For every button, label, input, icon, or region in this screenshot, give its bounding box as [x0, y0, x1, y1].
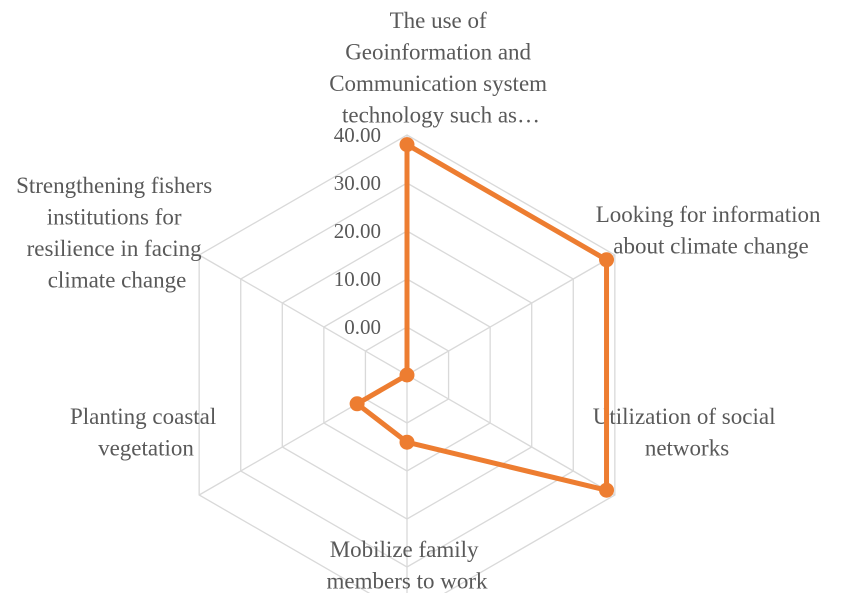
tick-label-40: 40.00	[334, 123, 381, 147]
category-label-fishers-institutions: Strengthening fishers institutions for r…	[16, 173, 218, 293]
spoke-5	[198, 254, 408, 376]
spoke-2	[406, 374, 616, 496]
series-1	[349, 137, 615, 498]
category-label-coastal-vegetation: Planting coastal vegetation	[70, 404, 222, 461]
category-label-social-networks: Utilization of social networks	[593, 404, 781, 461]
data-point-5	[399, 367, 415, 383]
category-label-climate-information: Looking for information about climate ch…	[596, 202, 827, 259]
radial-axis-ticks: 0.00 10.00 20.00 30.00 40.00	[334, 123, 381, 339]
tick-label-20: 20.00	[334, 219, 381, 243]
tick-label-0: 0.00	[344, 315, 381, 339]
category-label-family-members: Mobilize family members to work	[327, 537, 488, 593]
category-labels: The use of Geoinformation and Communicat…	[16, 8, 827, 593]
data-point-1	[599, 252, 615, 268]
data-point-2	[599, 482, 615, 498]
data-point-0	[399, 137, 415, 153]
tick-label-10: 10.00	[334, 267, 381, 291]
spoke-1	[406, 254, 616, 376]
tick-label-30: 30.00	[334, 171, 381, 195]
series-line-0	[354, 142, 610, 493]
category-label-geoinformation: The use of Geoinformation and Communicat…	[329, 8, 553, 128]
data-point-3	[399, 434, 415, 450]
data-point-4	[349, 396, 365, 412]
